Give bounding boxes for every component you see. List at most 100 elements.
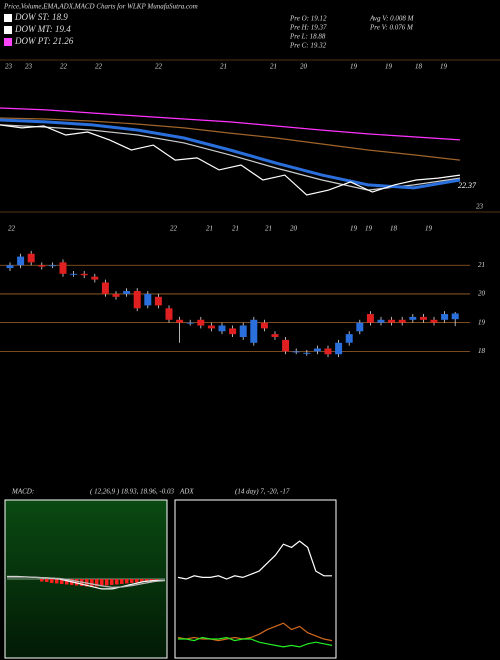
legend-label: DOW ST: 18.9 <box>14 12 68 22</box>
candle-body <box>388 319 396 323</box>
histogram-bar <box>105 579 109 586</box>
page-title: Price,Volume,EMA,ADX,MACD Charts for WLK… <box>3 3 198 11</box>
candle-body <box>112 293 120 297</box>
candle-body <box>101 282 109 294</box>
series-line <box>0 124 461 196</box>
candle-body <box>239 325 247 338</box>
histogram-bar <box>135 579 139 583</box>
annotation: 22.37 <box>458 181 477 190</box>
series-line <box>7 576 166 589</box>
y-tick-label: 19 <box>478 318 486 326</box>
histogram-bar <box>65 579 69 585</box>
histogram-bar <box>120 579 124 584</box>
candle-body <box>398 319 406 323</box>
info-text: Pre H: 19.37 <box>289 24 327 32</box>
histogram-bar <box>110 579 114 585</box>
candle-body <box>377 319 385 323</box>
macd-title: MACD: <box>11 488 34 496</box>
candle-body <box>91 276 99 280</box>
candle-body <box>366 314 374 323</box>
date-label: 23 <box>5 63 13 71</box>
candle-body <box>207 325 215 329</box>
adx-panel <box>174 499 337 659</box>
info-text: Pre L: 18.88 <box>289 33 326 41</box>
y-tick-label: 21 <box>478 261 485 269</box>
date-label: 22 <box>155 63 163 71</box>
candle-body <box>6 265 14 269</box>
date-label: 20 <box>290 225 298 233</box>
candle-body <box>197 319 205 326</box>
histogram-bar <box>55 579 59 584</box>
date-label: 22 <box>60 63 68 71</box>
candle-body <box>250 319 258 343</box>
candle-body <box>260 322 268 329</box>
histogram-bar <box>145 579 149 582</box>
legend-label: DOW PT: 21.26 <box>14 36 74 46</box>
legend-swatch <box>4 26 12 34</box>
candle-body <box>451 313 459 320</box>
candle-body <box>27 253 35 263</box>
y-tick-label: 18 <box>478 347 486 355</box>
series-line <box>177 540 332 580</box>
date-label: 19 <box>385 63 393 71</box>
candle-body <box>176 319 184 323</box>
candle-body <box>144 293 152 306</box>
candle-body <box>70 273 78 275</box>
date-label: 22 <box>170 225 178 233</box>
candle-body <box>313 348 321 352</box>
candle-body <box>430 319 438 323</box>
histogram-bar <box>95 579 99 587</box>
candle-body <box>345 334 353 343</box>
legend-swatch <box>4 38 12 46</box>
candle-body <box>133 291 141 309</box>
candle-body <box>123 291 131 294</box>
date-label: 19 <box>425 225 433 233</box>
adx-title: ADX <box>179 488 194 496</box>
legend-label: DOW MT: 19.4 <box>14 24 71 34</box>
date-label: 19 <box>365 225 373 233</box>
candle-body <box>324 348 332 355</box>
candle-body <box>282 339 290 352</box>
candle-body <box>59 262 67 274</box>
candle-body <box>271 334 279 338</box>
series-line <box>0 107 461 141</box>
candle-body <box>229 328 237 335</box>
info-text: Avg V: 0.008 M <box>369 15 415 23</box>
date-label: 18 <box>415 63 423 71</box>
date-label: 21 <box>232 225 239 233</box>
histogram-bar <box>130 579 134 583</box>
histogram-bar <box>115 579 119 585</box>
info-text: Pre V: 0.076 M <box>369 24 414 32</box>
date-label: 21 <box>265 225 272 233</box>
candle-body <box>356 322 364 332</box>
candle-body <box>441 314 449 320</box>
date-label: 21 <box>270 63 277 71</box>
histogram-bar <box>50 579 54 583</box>
candle-body <box>80 273 88 276</box>
date-label: 22 <box>95 63 103 71</box>
macd-subtitle: ( 12,26,9 ) 18.93, 18.96, -0.03 <box>90 488 174 496</box>
date-label: 23 <box>25 63 33 71</box>
candle-body <box>218 325 226 332</box>
candle-body <box>38 265 46 267</box>
date-label: 19 <box>350 225 358 233</box>
histogram-bar <box>75 579 79 586</box>
date-label: 19 <box>440 63 448 71</box>
histogram-bar <box>45 579 49 582</box>
candle-body <box>17 256 25 266</box>
candle-body <box>154 296 162 306</box>
info-text: Pre O: 19.12 <box>289 15 327 23</box>
candle-body <box>165 308 173 320</box>
series-line <box>178 636 333 648</box>
series-line <box>0 117 461 161</box>
annotation: 23 <box>476 203 484 211</box>
histogram-bar <box>90 579 94 587</box>
date-label: 19 <box>350 63 358 71</box>
histogram-bar <box>60 579 64 584</box>
histogram-bar <box>125 579 129 584</box>
date-label: 21 <box>220 63 227 71</box>
date-label: 20 <box>300 63 308 71</box>
date-label: 22 <box>8 225 16 233</box>
candle-body <box>409 316 417 320</box>
